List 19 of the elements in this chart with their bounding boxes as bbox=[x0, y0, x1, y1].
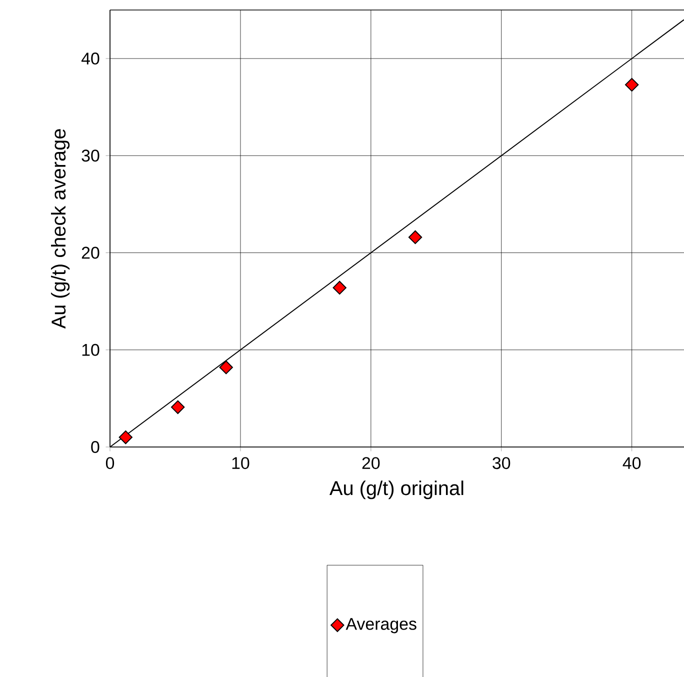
x-tick-label: 10 bbox=[232, 457, 250, 470]
legend-label: Averages bbox=[346, 618, 416, 634]
point bbox=[118, 430, 133, 444]
x-axis-title: Au (g/t) original bbox=[329, 480, 464, 500]
y-tick-label: 30 bbox=[82, 150, 100, 162]
point bbox=[219, 360, 233, 374]
y-tick-label: 20 bbox=[82, 246, 100, 259]
y-tick-label: 10 bbox=[82, 344, 100, 356]
x-tick-label: 0 bbox=[106, 457, 114, 470]
y-axis-title: Au (g/t) check average bbox=[51, 129, 70, 329]
y-tick-label: 40 bbox=[81, 52, 100, 65]
x-tick-label: 40 bbox=[622, 457, 641, 470]
x-tick-label: 30 bbox=[492, 457, 510, 470]
y-tick-label: 0 bbox=[91, 440, 100, 453]
x-tick-label: 20 bbox=[362, 457, 380, 470]
point bbox=[332, 280, 346, 295]
point bbox=[624, 78, 639, 92]
point bbox=[408, 230, 422, 244]
point bbox=[171, 400, 185, 414]
